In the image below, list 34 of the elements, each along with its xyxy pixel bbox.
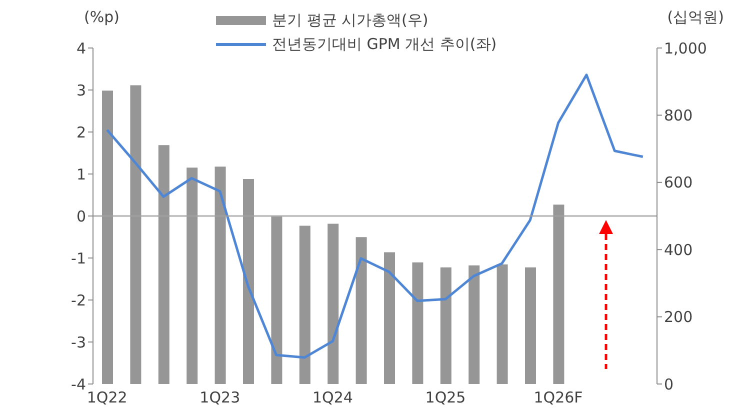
y2-tick-label: 800	[664, 106, 693, 125]
y2-axis-title: (십억원)	[667, 8, 724, 27]
x-tick-label: 1Q24	[312, 388, 353, 407]
bar	[299, 226, 310, 384]
bar	[328, 224, 339, 384]
y-tick-label: -2	[71, 291, 86, 310]
y-tick-label: 2	[76, 123, 86, 142]
y-tick-label: 0	[76, 207, 86, 226]
bar	[356, 237, 367, 384]
legend-label: 분기 평균 시가총액(우)	[272, 10, 428, 31]
y2-tick-label: 200	[664, 308, 693, 326]
bar	[384, 252, 395, 384]
x-tick-label: 1Q23	[200, 388, 240, 407]
bar	[468, 265, 480, 384]
y2-tick-label: 1,000	[664, 39, 707, 58]
x-tick-label: 1Q25	[425, 388, 466, 407]
bar	[440, 267, 452, 384]
bar	[525, 267, 536, 384]
line-series	[106, 74, 644, 359]
legend-label: 전년동기대비 GPM 개선 추이(좌)	[272, 34, 497, 55]
x-tick-label: 1Q22	[86, 388, 128, 407]
y-tick-label: 3	[76, 81, 86, 100]
x-tick-label: 1Q26F	[534, 388, 583, 407]
y2-tick-label: 600	[664, 174, 693, 192]
y-tick-label: 4	[76, 39, 86, 58]
y-tick-label: -3	[71, 333, 86, 352]
y-tick-label: -1	[71, 249, 86, 268]
y2-tick-label: 400	[664, 240, 693, 259]
y-tick-label: 1	[76, 165, 86, 184]
y2-tick-label: 0	[664, 375, 674, 394]
y-axis-title: (%p)	[84, 8, 120, 26]
bar	[412, 262, 424, 384]
bar	[496, 264, 508, 384]
y-tick-label: -4	[71, 375, 86, 394]
